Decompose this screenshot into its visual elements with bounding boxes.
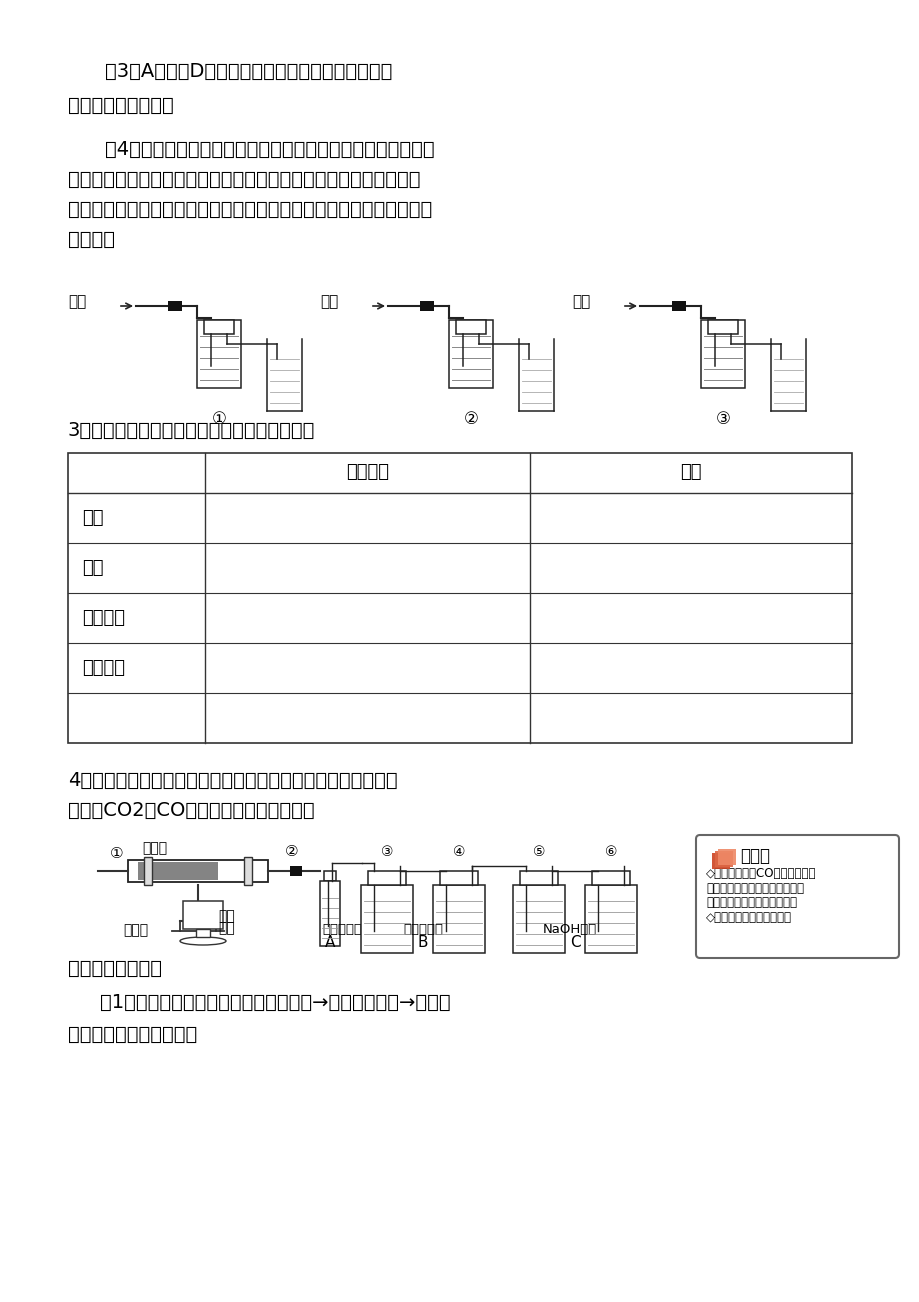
Bar xyxy=(513,885,564,953)
Text: ①: ① xyxy=(110,846,123,861)
FancyBboxPatch shape xyxy=(696,835,898,958)
Text: ③: ③ xyxy=(715,410,730,428)
Text: 地探究．其中最合理的装置是＿＿＿＿＿＿（填序号，瓶内为氢氧化钠: 地探究．其中最合理的装置是＿＿＿＿＿＿（填序号，瓶内为氢氧化钠 xyxy=(68,201,432,219)
Text: ①: ① xyxy=(211,410,226,428)
Text: 氧气: 氧气 xyxy=(82,509,103,527)
Text: 一氧化碳: 一氧化碳 xyxy=(82,659,125,677)
Text: 废气: 废气 xyxy=(320,294,338,309)
Text: 成分是CO2和CO（每套装置限用一次）．: 成分是CO2和CO（每套装置限用一次）． xyxy=(68,801,314,820)
Bar xyxy=(519,871,558,885)
Text: 小资料: 小资料 xyxy=(739,848,769,865)
Text: 氧化铁: 氧化铁 xyxy=(142,841,167,855)
Bar xyxy=(714,852,732,867)
Bar xyxy=(448,320,493,388)
Text: 氢气: 氢气 xyxy=(82,559,103,577)
Text: ②: ② xyxy=(463,410,478,428)
Text: ◇酒精喷灯可作高温热源。: ◇酒精喷灯可作高温热源。 xyxy=(705,911,791,924)
Text: 请回答下列问题：: 请回答下列问题： xyxy=(68,960,162,978)
Text: 下装置除去废气中的二氧化碳，并收集一瓶一氧化碳，准备进行后续: 下装置除去废气中的二氧化碳，并收集一瓶一氧化碳，准备进行后续 xyxy=(68,171,420,189)
Text: ④: ④ xyxy=(452,845,465,859)
Text: 二氧化碳: 二氧化碳 xyxy=(82,609,125,628)
Bar xyxy=(439,871,478,885)
Bar xyxy=(456,320,485,335)
Text: 喷灯: 喷灯 xyxy=(218,921,234,935)
Text: （3）A装置和D装置完全相同，其作用的不同之处是: （3）A装置和D装置完全相同，其作用的不同之处是 xyxy=(105,62,391,81)
Bar xyxy=(183,901,222,930)
Text: （1）连接装置导管口的顺序：混合气体→＿＿＿＿＿＿→尾气处: （1）连接装置导管口的顺序：混合气体→＿＿＿＿＿＿→尾气处 xyxy=(100,993,450,1012)
Bar xyxy=(168,301,182,311)
Text: 澄清石灰水: 澄清石灰水 xyxy=(322,923,361,936)
Bar xyxy=(420,301,434,311)
Text: www.bdocx.com: www.bdocx.com xyxy=(335,598,584,628)
Bar xyxy=(591,871,630,885)
Text: 废气: 废气 xyxy=(572,294,590,309)
Text: ③: ③ xyxy=(380,845,392,859)
Ellipse shape xyxy=(180,937,226,945)
Text: 3．氧气、氢气、二氧化碳、一氧化碳的检验：: 3．氧气、氢气、二氧化碳、一氧化碳的检验： xyxy=(68,421,315,440)
Bar xyxy=(433,885,484,953)
Text: 4．正确连接如图所示的装置进行实验，可以验证某混合气体的: 4．正确连接如图所示的装置进行实验，可以验证某混合气体的 xyxy=(68,771,397,790)
Text: 废气: 废气 xyxy=(68,294,86,309)
Text: ⑥: ⑥ xyxy=(604,845,617,859)
Text: 澄清石灰水: 澄清石灰水 xyxy=(403,923,443,936)
Text: ＿＿＿＿＿＿＿＿。: ＿＿＿＿＿＿＿＿。 xyxy=(68,96,174,115)
Text: 无味、有毒的气体，难溶于水，: 无味、有毒的气体，难溶于水， xyxy=(705,881,803,894)
Bar xyxy=(128,861,267,881)
Text: （4）该小组同学认为废气中的一氧化碳可以利用，于是设计如: （4）该小组同学认为废气中的一氧化碳可以利用，于是设计如 xyxy=(105,141,434,159)
Text: NaOH溶液: NaOH溶液 xyxy=(542,923,596,936)
Text: 与酸、碱、盐溶液均不反应。: 与酸、碱、盐溶液均不反应。 xyxy=(705,896,796,909)
Bar xyxy=(323,871,335,881)
Text: 检验方法: 检验方法 xyxy=(346,464,389,480)
Bar xyxy=(244,857,252,885)
Text: 溶液）．: 溶液）． xyxy=(68,230,115,249)
Text: 酒精: 酒精 xyxy=(218,909,234,923)
Text: C: C xyxy=(569,935,580,950)
Bar xyxy=(144,857,152,885)
Bar xyxy=(584,885,636,953)
Text: B: B xyxy=(417,935,427,950)
Bar xyxy=(320,881,340,947)
Text: ⑤: ⑤ xyxy=(532,845,545,859)
Bar xyxy=(138,862,218,880)
Text: 燃烧管: 燃烧管 xyxy=(123,923,148,937)
Text: ②: ② xyxy=(285,844,299,859)
Bar xyxy=(197,320,241,388)
Bar xyxy=(700,320,744,388)
Bar xyxy=(708,320,737,335)
Bar xyxy=(368,871,405,885)
Bar xyxy=(68,453,851,743)
Bar xyxy=(711,853,729,868)
Bar xyxy=(360,885,413,953)
Bar xyxy=(717,849,735,865)
Text: 理（填导管接口代号）．: 理（填导管接口代号）． xyxy=(68,1025,197,1044)
Bar xyxy=(196,930,210,937)
Bar xyxy=(289,866,301,876)
Text: 现象: 现象 xyxy=(679,464,701,480)
Text: ◇通常状况下，CO是一种无色、: ◇通常状况下，CO是一种无色、 xyxy=(705,867,816,880)
Bar xyxy=(671,301,686,311)
Text: A: A xyxy=(324,935,335,950)
Bar xyxy=(204,320,233,335)
